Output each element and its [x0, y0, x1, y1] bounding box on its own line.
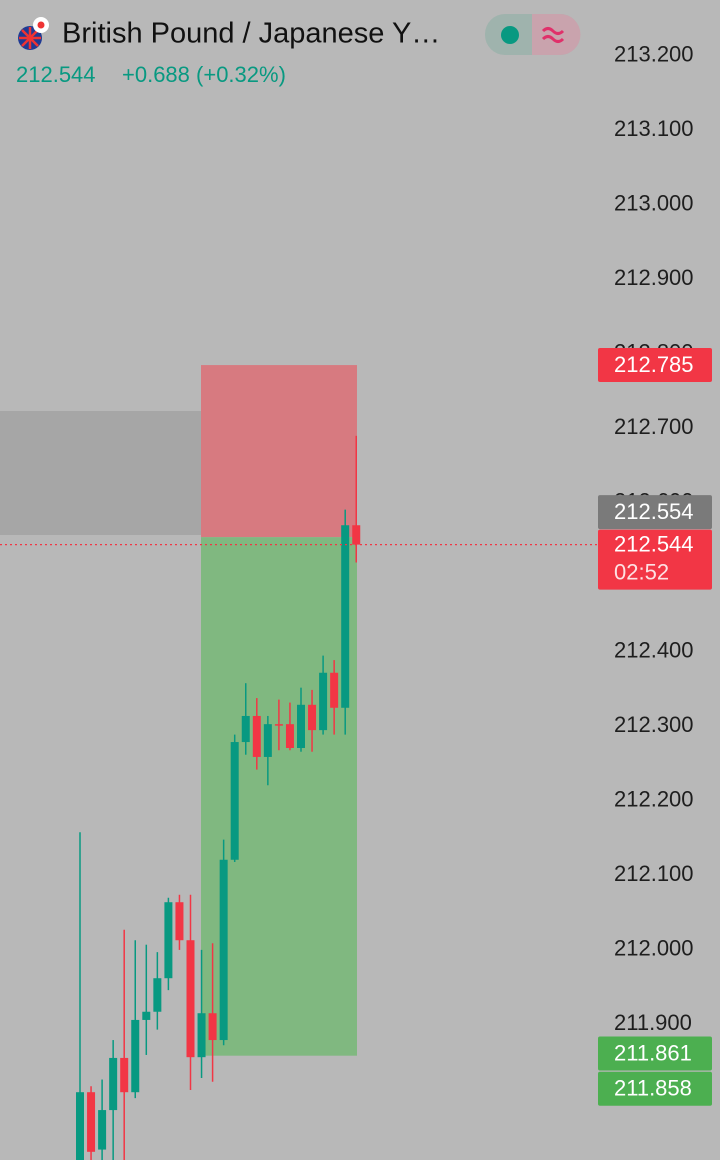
y-tick-label: 213.100	[614, 116, 694, 141]
candle-body	[341, 525, 350, 708]
jpy-flag-dot	[37, 21, 45, 29]
last-price-badge	[598, 529, 712, 590]
y-tick-label: 212.400	[614, 638, 694, 663]
price-badge-label: 211.858	[614, 1076, 692, 1101]
y-tick-label: 211.900	[614, 1010, 692, 1035]
price-badge-label: 211.861	[614, 1040, 692, 1065]
last-price: 212.544	[16, 62, 96, 87]
candle-body	[186, 940, 195, 1058]
candle-body	[274, 724, 283, 726]
market-open-dot	[501, 26, 519, 44]
price-badge	[598, 1071, 712, 1106]
candle-body	[308, 704, 317, 731]
candle-body	[87, 1092, 96, 1152]
risk-zone	[201, 365, 357, 538]
candles	[0, 435, 598, 1160]
instrument-title: British Pound / Japanese Y…	[62, 18, 440, 50]
candle-body	[319, 672, 328, 731]
approx-icon	[541, 27, 565, 43]
last-price-badge-label: 212.544	[614, 531, 694, 556]
candle-body	[131, 1019, 140, 1093]
price-badge	[598, 348, 712, 383]
candle-body	[164, 902, 173, 979]
candle-body	[297, 704, 305, 749]
candle-body	[175, 902, 184, 941]
candle-body	[142, 1011, 151, 1020]
header: British Pound / Japanese Y… 212.544 +0.6…	[16, 14, 581, 87]
price-badges: 212.785 212.554 211.861 211.858 212.544 02:52	[598, 348, 712, 1106]
y-tick-label: 212.000	[614, 936, 694, 961]
candle-body	[208, 1013, 217, 1041]
price-change: +0.688 (+0.32%)	[122, 62, 286, 87]
candle-body	[263, 724, 272, 757]
candle-body	[109, 1057, 118, 1111]
y-tick-label: 212.100	[614, 861, 694, 886]
candle-body	[76, 1092, 84, 1160]
candle-body	[241, 715, 250, 743]
candle-body	[120, 1057, 129, 1093]
candle-body	[98, 1110, 107, 1150]
candle-body	[252, 715, 261, 757]
countdown-label: 02:52	[614, 559, 669, 584]
candle-body	[197, 1013, 206, 1058]
price-badge-label: 212.554	[614, 499, 694, 524]
y-tick-label: 212.200	[614, 787, 694, 812]
gbp-flag-cross	[19, 27, 41, 49]
price-badge-label: 212.785	[614, 352, 694, 377]
candle-body	[352, 525, 361, 545]
y-tick-label: 212.300	[614, 712, 694, 737]
price-badge	[598, 1036, 712, 1071]
y-tick-label: 212.700	[614, 414, 694, 439]
candle-body	[230, 742, 239, 860]
price-badge	[598, 495, 712, 530]
y-tick-label: 213.000	[614, 191, 694, 216]
candle-body	[219, 859, 228, 1041]
y-tick-label: 212.900	[614, 265, 694, 290]
zone-box	[0, 411, 214, 535]
y-tick-label: 213.200	[614, 42, 694, 67]
candle-body	[285, 724, 294, 749]
candle-body	[153, 978, 162, 1012]
candle-body	[330, 672, 339, 708]
